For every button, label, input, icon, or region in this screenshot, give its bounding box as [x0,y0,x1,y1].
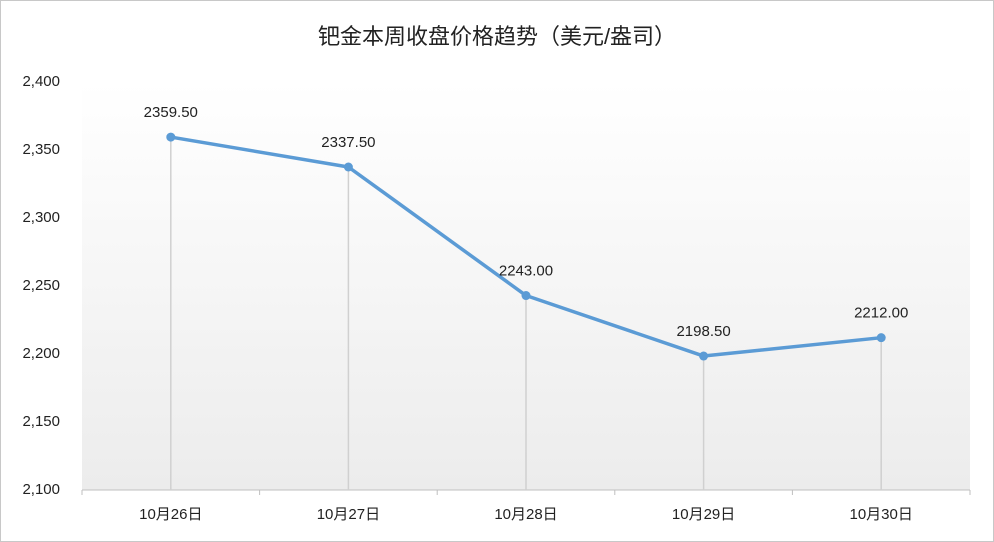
y-tick-label: 2,350 [22,141,60,158]
x-tick-label: 10月26日 [139,506,202,523]
y-tick-label: 2,250 [22,277,60,294]
data-label: 2212.00 [854,305,908,322]
data-point [699,351,709,361]
y-tick-label: 2,100 [22,481,60,498]
data-label: 2337.50 [321,134,375,151]
y-tick-label: 2,200 [22,345,60,362]
x-tick-label: 10月29日 [672,506,735,523]
x-tick-label: 10月28日 [494,506,557,523]
data-label: 2198.50 [676,323,730,340]
data-point [166,132,176,142]
data-point [876,333,886,343]
x-tick-label: 10月30日 [850,506,913,523]
data-label: 2243.00 [499,262,553,279]
data-point [343,162,353,172]
y-tick-label: 2,300 [22,209,60,226]
x-tick-label: 10月27日 [317,506,380,523]
y-tick-label: 2,400 [22,73,60,90]
chart-title: 钯金本周收盘价格趋势（美元/盎司） [318,24,676,49]
data-label: 2359.50 [144,104,198,121]
y-tick-label: 2,150 [22,413,60,430]
data-point [521,291,531,301]
